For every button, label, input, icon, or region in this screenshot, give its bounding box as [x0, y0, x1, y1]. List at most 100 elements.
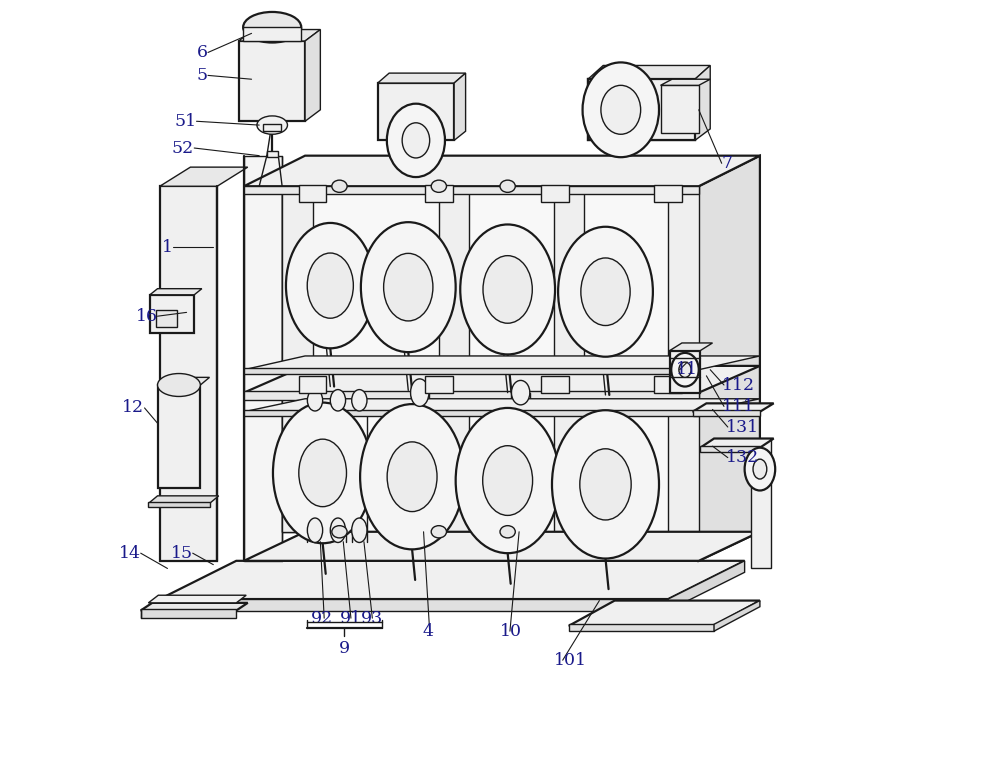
Polygon shape	[378, 73, 466, 83]
Polygon shape	[160, 561, 745, 599]
Bar	[156, 310, 177, 327]
Text: 92: 92	[311, 610, 333, 627]
Polygon shape	[699, 156, 760, 561]
Polygon shape	[282, 186, 699, 532]
Polygon shape	[148, 502, 210, 507]
Polygon shape	[378, 83, 454, 140]
Polygon shape	[668, 186, 699, 532]
Text: 11: 11	[676, 361, 698, 378]
Polygon shape	[239, 41, 305, 121]
Ellipse shape	[387, 442, 437, 511]
Text: 14: 14	[119, 544, 141, 561]
Polygon shape	[158, 385, 200, 488]
Bar	[425, 185, 453, 202]
Text: 9: 9	[339, 640, 350, 658]
Text: 91: 91	[339, 610, 362, 627]
Ellipse shape	[411, 379, 429, 407]
Text: 111: 111	[722, 398, 755, 415]
Ellipse shape	[384, 253, 433, 321]
Bar	[654, 376, 682, 393]
Polygon shape	[588, 79, 695, 140]
Ellipse shape	[330, 518, 346, 543]
Polygon shape	[244, 366, 760, 393]
Polygon shape	[588, 65, 710, 79]
Text: 4: 4	[422, 623, 433, 640]
Polygon shape	[244, 532, 760, 561]
Ellipse shape	[671, 353, 699, 387]
Ellipse shape	[307, 253, 353, 318]
Ellipse shape	[243, 12, 301, 42]
Polygon shape	[158, 377, 210, 385]
Polygon shape	[141, 609, 236, 618]
Polygon shape	[150, 295, 194, 333]
Ellipse shape	[332, 526, 347, 538]
Ellipse shape	[511, 380, 530, 405]
Text: 5: 5	[197, 67, 208, 84]
Text: 1: 1	[162, 239, 173, 256]
Polygon shape	[700, 446, 760, 452]
Ellipse shape	[352, 518, 367, 543]
Text: 52: 52	[172, 139, 194, 156]
Text: 7: 7	[722, 155, 733, 172]
Ellipse shape	[431, 180, 446, 192]
Polygon shape	[160, 599, 668, 611]
Polygon shape	[714, 601, 760, 631]
Polygon shape	[569, 601, 760, 626]
Text: 10: 10	[500, 623, 522, 640]
Ellipse shape	[753, 459, 767, 479]
Polygon shape	[244, 156, 282, 561]
Text: 15: 15	[171, 544, 193, 561]
Ellipse shape	[456, 408, 560, 553]
Polygon shape	[244, 368, 699, 373]
Ellipse shape	[431, 526, 446, 538]
Ellipse shape	[745, 447, 775, 490]
Polygon shape	[244, 410, 699, 416]
Ellipse shape	[361, 223, 456, 352]
Polygon shape	[588, 79, 695, 140]
Polygon shape	[244, 399, 760, 412]
Ellipse shape	[299, 439, 346, 507]
Text: 6: 6	[197, 44, 208, 61]
Bar	[299, 185, 326, 202]
Polygon shape	[244, 391, 699, 400]
Ellipse shape	[552, 410, 659, 558]
Text: 101: 101	[554, 651, 587, 668]
Bar	[267, 151, 278, 157]
Polygon shape	[141, 603, 248, 611]
Polygon shape	[160, 167, 248, 186]
Ellipse shape	[257, 116, 287, 134]
Ellipse shape	[307, 518, 323, 543]
Ellipse shape	[558, 226, 653, 357]
Ellipse shape	[580, 449, 631, 520]
Polygon shape	[670, 343, 713, 350]
Polygon shape	[454, 73, 466, 140]
Ellipse shape	[601, 85, 641, 134]
Polygon shape	[305, 29, 320, 121]
Ellipse shape	[158, 373, 200, 397]
Ellipse shape	[286, 223, 375, 348]
Bar	[243, 27, 301, 41]
Ellipse shape	[360, 404, 464, 549]
Text: 132: 132	[726, 449, 759, 466]
Ellipse shape	[273, 403, 372, 544]
Ellipse shape	[679, 362, 691, 377]
Text: 16: 16	[136, 308, 158, 325]
Bar	[541, 185, 569, 202]
Ellipse shape	[332, 180, 347, 192]
Ellipse shape	[330, 390, 346, 411]
Polygon shape	[148, 496, 219, 504]
Polygon shape	[670, 350, 700, 393]
Polygon shape	[244, 356, 760, 370]
Ellipse shape	[483, 446, 533, 515]
Bar	[425, 376, 453, 393]
Ellipse shape	[387, 104, 445, 177]
Polygon shape	[148, 595, 246, 603]
Ellipse shape	[307, 390, 323, 411]
Polygon shape	[700, 438, 774, 447]
Polygon shape	[695, 65, 710, 140]
Ellipse shape	[500, 526, 515, 538]
Ellipse shape	[500, 180, 515, 192]
Ellipse shape	[352, 390, 367, 411]
Polygon shape	[668, 561, 745, 611]
Polygon shape	[661, 79, 710, 85]
